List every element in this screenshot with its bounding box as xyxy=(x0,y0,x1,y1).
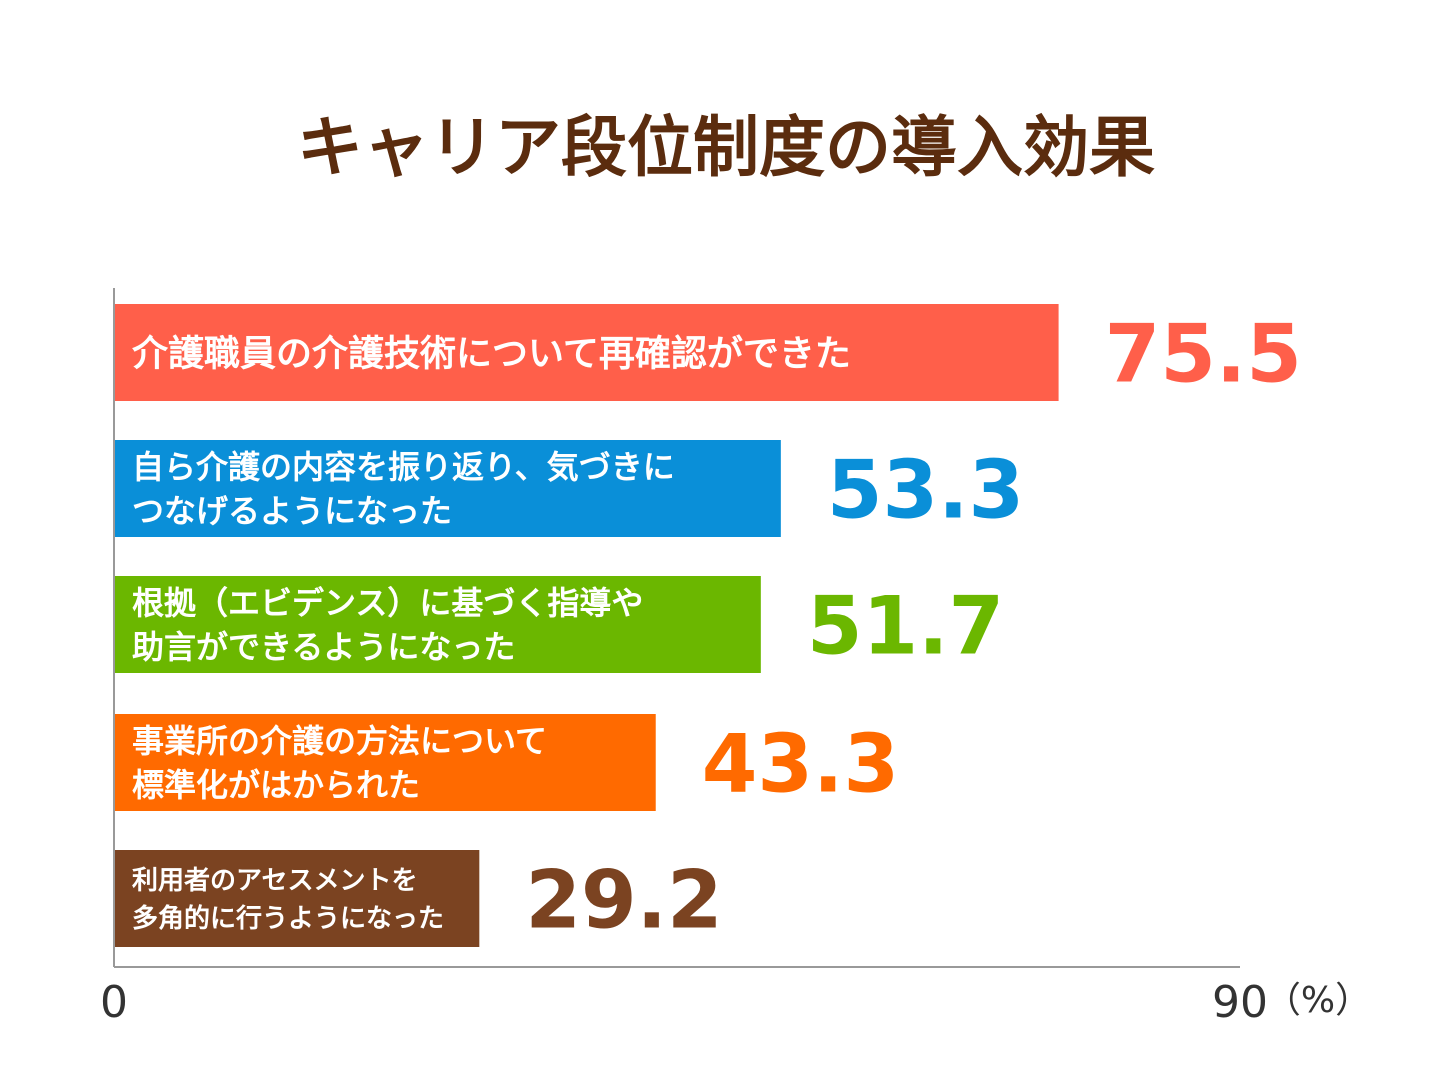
bar-5-label-line-1: 利用者のアセスメントを xyxy=(132,866,417,896)
bar-5-value-label: 29.2 xyxy=(525,854,722,947)
bar-1 xyxy=(114,304,1059,401)
chart-title: キャリア段位制度の導入効果 xyxy=(297,109,1155,186)
bar-4-label-line-1: 事業所の介護の方法について xyxy=(132,722,547,760)
bar-2-value-label: 53.3 xyxy=(827,444,1024,537)
bar-3-label-line-2: 助言ができるようになった xyxy=(132,628,515,666)
bar-2 xyxy=(114,440,781,537)
bar-1-value-label: 75.5 xyxy=(1105,308,1302,401)
x-tick-label-max: 90 xyxy=(1212,977,1268,1028)
x-axis-unit-label: （%） xyxy=(1265,980,1371,1021)
bar-2-label-line-1: 自ら介護の内容を振り返り、気づきに xyxy=(132,448,675,486)
bar-3 xyxy=(114,576,761,673)
bar-4 xyxy=(114,714,656,811)
bar-4-value-label: 43.3 xyxy=(702,718,899,811)
bar-4-label-line-2: 標準化がはかられた xyxy=(132,766,420,804)
bar-3-label-line-1: 根拠（エビデンス）に基づく指導や xyxy=(132,584,643,622)
x-tick-label-min: 0 xyxy=(100,977,128,1028)
bar-1-label-line-1: 介護職員の介護技術について再確認ができた xyxy=(132,333,851,374)
bar-5-label-line-2: 多角的に行うようになった xyxy=(132,903,444,934)
bar-2-label-line-2: つなげるようになった xyxy=(132,492,452,530)
bars-group: 介護職員の介護技術について再確認ができた 75.5 自ら介護の内容を振り返り、気づき… xyxy=(114,304,1302,947)
bar-3-value-label: 51.7 xyxy=(807,580,1004,673)
bar-5 xyxy=(114,850,480,947)
